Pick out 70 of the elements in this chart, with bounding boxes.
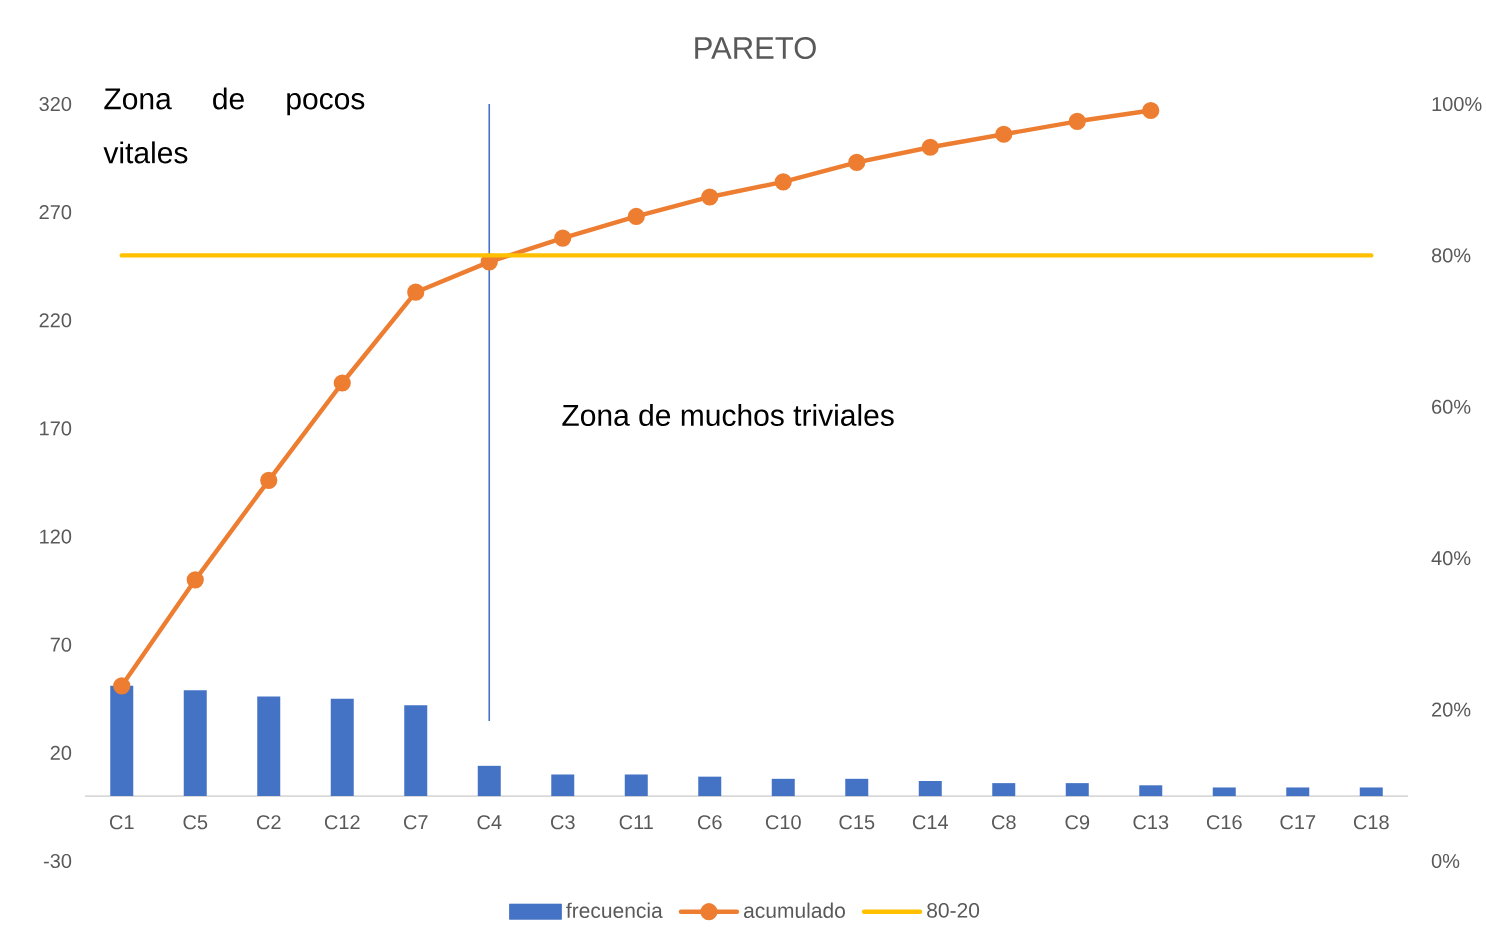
legend-label: 80-20 (927, 902, 980, 918)
x-tick-label: C14 (912, 815, 948, 830)
y2-tick-label: 20% (1432, 702, 1471, 717)
point (701, 188, 719, 206)
point (113, 677, 131, 695)
bar (257, 696, 281, 797)
point (260, 471, 278, 489)
bar (1286, 787, 1310, 797)
bar (110, 685, 134, 797)
y-tick-label: 320 (39, 96, 72, 112)
point (1142, 101, 1160, 120)
bar (1139, 785, 1163, 797)
y2-tick-label: 40% (1431, 551, 1471, 566)
point (848, 153, 866, 171)
y-tick-label: 20 (50, 745, 72, 760)
y2-tick-label: 80% (1431, 248, 1471, 263)
y-tick-label: 170 (40, 421, 72, 436)
point (407, 283, 425, 301)
x-tick-label: C3 (551, 815, 575, 830)
y-tick-label: 120 (40, 529, 72, 544)
annotation: Zona de muchos triviales (562, 403, 894, 426)
bar (551, 774, 575, 797)
y2-tick-label: 60% (1432, 399, 1471, 414)
legend-label: acumulado (744, 902, 845, 919)
annotation: Zona de pocos vitales (103, 87, 365, 164)
y2-tick-label: 100% (1432, 96, 1482, 112)
x-tick-label: C1 (110, 815, 134, 830)
bar (183, 690, 207, 797)
point (333, 374, 351, 392)
y2-tick-label: 0% (1431, 853, 1460, 869)
x-tick-label: C9 (1065, 815, 1090, 830)
x-tick-label: C4 (477, 815, 502, 830)
bar (845, 778, 869, 797)
chart-title: PARETO (695, 37, 816, 59)
bar (918, 780, 942, 797)
y-tick-label: 220 (39, 313, 72, 328)
legend-label: frecuencia (566, 902, 663, 919)
y-tick-label: 70 (50, 637, 72, 652)
x-tick-label: C6 (698, 815, 722, 830)
x-tick-label: C15 (839, 815, 875, 830)
bar (771, 778, 795, 797)
point (627, 207, 645, 226)
x-tick-label: C17 (1280, 815, 1316, 830)
bar (1359, 787, 1383, 797)
x-tick-label: C2 (257, 815, 281, 830)
y-tick-label: 270 (39, 205, 72, 220)
x-tick-label: C8 (992, 815, 1016, 830)
bar (330, 698, 354, 797)
x-tick-label: C16 (1206, 815, 1242, 830)
bar (1212, 787, 1236, 797)
x-tick-label: C10 (765, 815, 801, 830)
point (554, 229, 572, 247)
bar (404, 705, 428, 797)
point (186, 571, 204, 589)
point (774, 173, 792, 191)
x-tick-label: C5 (183, 815, 208, 830)
point (995, 125, 1013, 143)
point (1068, 112, 1086, 130)
y-tick-label: -30 (43, 853, 72, 869)
x-tick-label: C11 (619, 815, 653, 830)
x-tick-label: C7 (404, 815, 428, 830)
bar (477, 765, 501, 797)
point (921, 138, 939, 156)
bar (1065, 783, 1089, 797)
bar (992, 783, 1016, 797)
x-tick-label: C18 (1353, 815, 1389, 830)
bar (624, 774, 648, 797)
bar (698, 776, 722, 797)
x-tick-label: C12 (324, 815, 360, 830)
x-tick-label: C13 (1133, 815, 1169, 830)
